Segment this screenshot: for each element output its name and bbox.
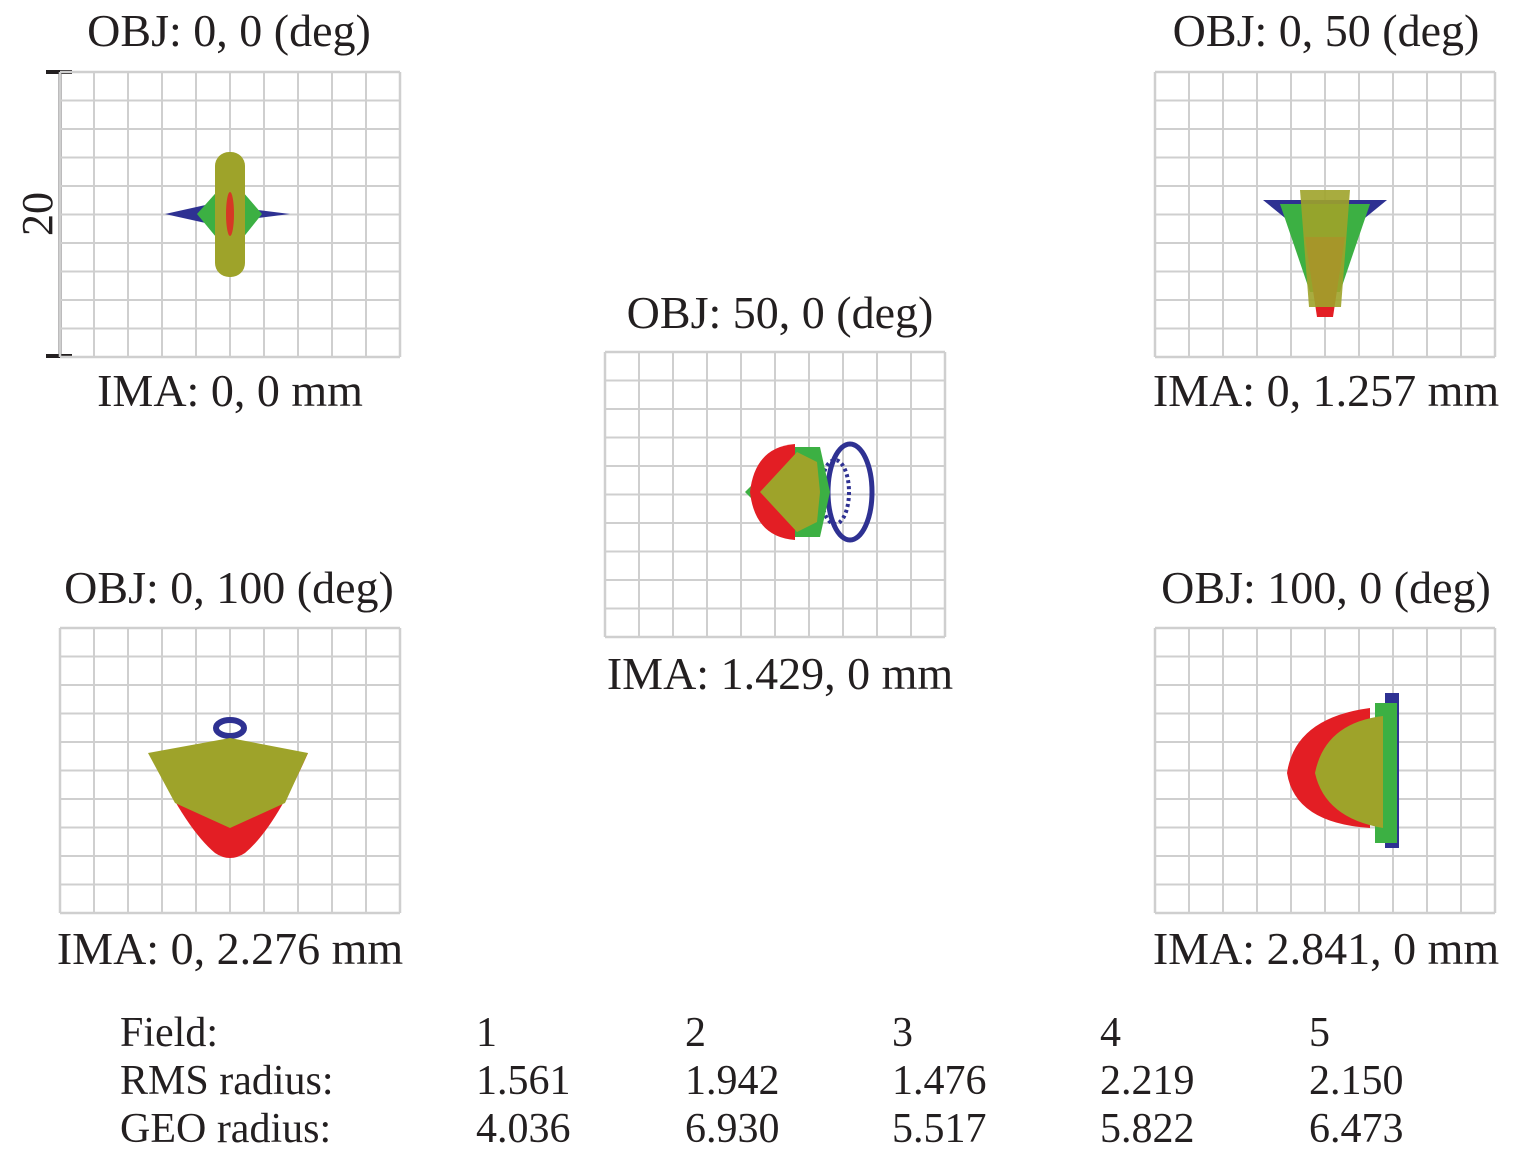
spot-plot-3 <box>603 350 947 639</box>
geo-3: 5.517 <box>892 1106 987 1152</box>
spot-4-olive <box>148 738 308 828</box>
panel-2-ima-label: IMA: 0, 1.257 mm <box>1152 365 1500 416</box>
panel-2-obj-label: OBJ: 0, 50 (deg) <box>1172 5 1480 56</box>
spot-5-olive <box>1315 716 1383 828</box>
panel-3-obj-label: OBJ: 50, 0 (deg) <box>626 287 934 338</box>
spot-4 <box>148 717 308 858</box>
field-4: 4 <box>1100 1010 1121 1056</box>
field-3: 3 <box>892 1010 913 1056</box>
scale-label: 20 <box>13 192 62 236</box>
spot-panel-5 <box>1153 626 1497 915</box>
spot-panel-2 <box>1153 70 1497 359</box>
spot-2 <box>1263 190 1387 317</box>
rms-1: 1.561 <box>476 1058 571 1104</box>
spot-plot-1 <box>58 70 402 359</box>
rms-2: 1.942 <box>685 1058 780 1104</box>
panel-4-ima-label: IMA: 0, 2.276 mm <box>56 923 404 974</box>
spot-plot-5 <box>1153 626 1497 915</box>
spot-3 <box>745 441 875 543</box>
spot-3-olive <box>760 452 820 532</box>
geo-4: 5.822 <box>1100 1106 1195 1152</box>
field-2: 2 <box>685 1010 706 1056</box>
panel-1-ima-label: IMA: 0, 0 mm <box>97 365 363 416</box>
geo-1: 4.036 <box>476 1106 571 1152</box>
spot-plot-2 <box>1153 70 1497 359</box>
field-5: 5 <box>1309 1010 1330 1056</box>
spot-5 <box>1287 693 1399 848</box>
rms-5: 2.150 <box>1309 1058 1404 1104</box>
spot-1 <box>165 152 290 277</box>
panel-4-obj-label: OBJ: 0, 100 (deg) <box>64 562 394 613</box>
spot-1-red <box>226 192 234 236</box>
spot-plot-4 <box>58 626 402 915</box>
panel-5-ima-label: IMA: 2.841, 0 mm <box>1152 923 1500 974</box>
field-1: 1 <box>476 1010 497 1056</box>
panel-3-ima-label: IMA: 1.429, 0 mm <box>606 648 954 699</box>
panel-5-obj-label: OBJ: 100, 0 (deg) <box>1161 562 1491 613</box>
grid-lines <box>58 626 402 915</box>
geo-5: 6.473 <box>1309 1106 1404 1152</box>
rms-4: 2.219 <box>1100 1058 1195 1104</box>
spot-panel-4 <box>58 626 402 915</box>
row-label-geo: GEO radius: <box>120 1106 332 1152</box>
rms-3: 1.476 <box>892 1058 987 1104</box>
row-label-rms: RMS radius: <box>120 1058 334 1104</box>
grid-lines <box>1153 70 1497 359</box>
panel-1-obj-label: OBJ: 0, 0 (deg) <box>87 5 371 56</box>
spot-2-olive <box>1300 190 1350 307</box>
spot-4-blue-ring <box>213 717 247 739</box>
row-label-field: Field: <box>120 1010 219 1056</box>
spot-panel-3 <box>603 350 947 639</box>
spot-panel-1 <box>58 70 402 359</box>
geo-2: 6.930 <box>685 1106 780 1152</box>
